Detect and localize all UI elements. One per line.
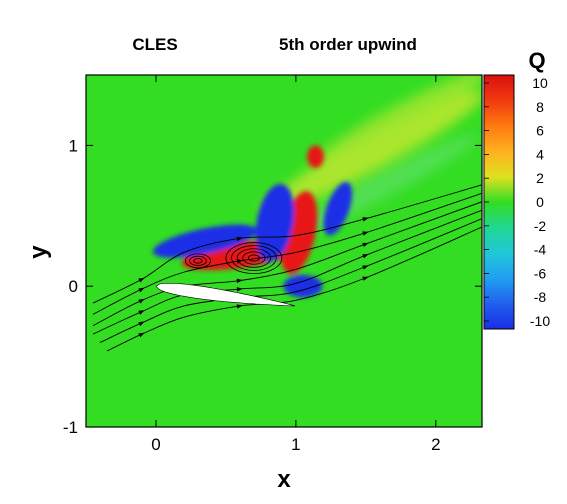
colorbar-tick-label: 0 bbox=[536, 194, 544, 210]
colorbar-tick-label: -8 bbox=[534, 289, 547, 305]
negative-q-region bbox=[255, 183, 295, 262]
colorbar: Q 10 8 6 4 2 0 -2 -4 -6 -8 -10 bbox=[483, 48, 550, 330]
wake-band bbox=[314, 75, 482, 165]
streamline-arrow bbox=[362, 276, 369, 281]
vortex-ring bbox=[225, 242, 283, 274]
negative-q-region bbox=[283, 274, 323, 298]
colorbar-tick-label: -10 bbox=[530, 313, 550, 329]
colorbar-tick-label: -6 bbox=[534, 265, 547, 281]
vortex-lines bbox=[184, 242, 283, 274]
vortex-ring bbox=[193, 258, 203, 264]
vortex-ring bbox=[184, 253, 211, 269]
streamline-arrow bbox=[138, 321, 145, 327]
negative-q-region bbox=[323, 182, 353, 236]
y-axis-label: y bbox=[25, 245, 52, 259]
y-tick-label: 1 bbox=[69, 136, 78, 155]
vortex-ring bbox=[231, 245, 277, 271]
colorbar-tick-label: 6 bbox=[536, 123, 544, 139]
colorbar-tick-label: 10 bbox=[532, 75, 548, 91]
vortex-ring bbox=[236, 248, 272, 268]
colorbar-tick-label: -2 bbox=[534, 218, 547, 234]
y-tick-label: 0 bbox=[69, 277, 78, 296]
streamline-arrow bbox=[236, 287, 243, 292]
streamline-arrow bbox=[236, 278, 243, 284]
plot-frame bbox=[85, 74, 483, 428]
colorbar-tick-label: 8 bbox=[536, 99, 544, 115]
streamline-arrow bbox=[236, 259, 243, 264]
x-axis-ticks: 0 1 2 bbox=[151, 75, 441, 454]
vortex-ring bbox=[189, 255, 207, 266]
wake-band bbox=[261, 91, 482, 214]
streamline-arrow bbox=[362, 242, 369, 248]
streamline-arrow bbox=[138, 310, 145, 315]
y-axis-ticks: -1 0 1 bbox=[63, 136, 482, 437]
streamline-arrow bbox=[362, 231, 369, 236]
plot-area bbox=[85, 74, 483, 428]
streamline-arrow bbox=[362, 265, 369, 270]
chart-title-left: CLES bbox=[132, 35, 177, 54]
colorbar-ticks: 10 8 6 4 2 0 -2 -4 -6 -8 -10 bbox=[484, 75, 550, 329]
streamline-arrow bbox=[138, 277, 145, 283]
chart-title-right: 5th order upwind bbox=[279, 35, 417, 54]
streamline-arrow bbox=[362, 254, 369, 259]
colorbar-tick-label: 2 bbox=[536, 170, 544, 186]
streamline-arrow bbox=[138, 298, 145, 304]
vortex-ring bbox=[242, 251, 266, 265]
x-tick-label: 0 bbox=[151, 435, 160, 454]
x-tick-label: 2 bbox=[431, 435, 440, 454]
colorbar-tick-label: 4 bbox=[536, 146, 544, 162]
q-field-features bbox=[152, 145, 353, 298]
streamline-arrow bbox=[138, 287, 145, 293]
streamline-arrow bbox=[236, 304, 243, 309]
colorbar-label: Q bbox=[528, 48, 545, 73]
streamline-arrow bbox=[138, 332, 145, 338]
colorbar-tick-label: -4 bbox=[534, 242, 547, 258]
streamline-arrow bbox=[362, 217, 369, 222]
negative-q-region bbox=[152, 224, 258, 258]
airfoil-shape bbox=[155, 283, 296, 307]
positive-q-region bbox=[307, 145, 324, 168]
x-tick-label: 1 bbox=[291, 435, 300, 454]
x-axis-label: x bbox=[277, 466, 291, 493]
y-tick-label: -1 bbox=[63, 418, 78, 437]
streamline-arrow bbox=[236, 236, 243, 242]
